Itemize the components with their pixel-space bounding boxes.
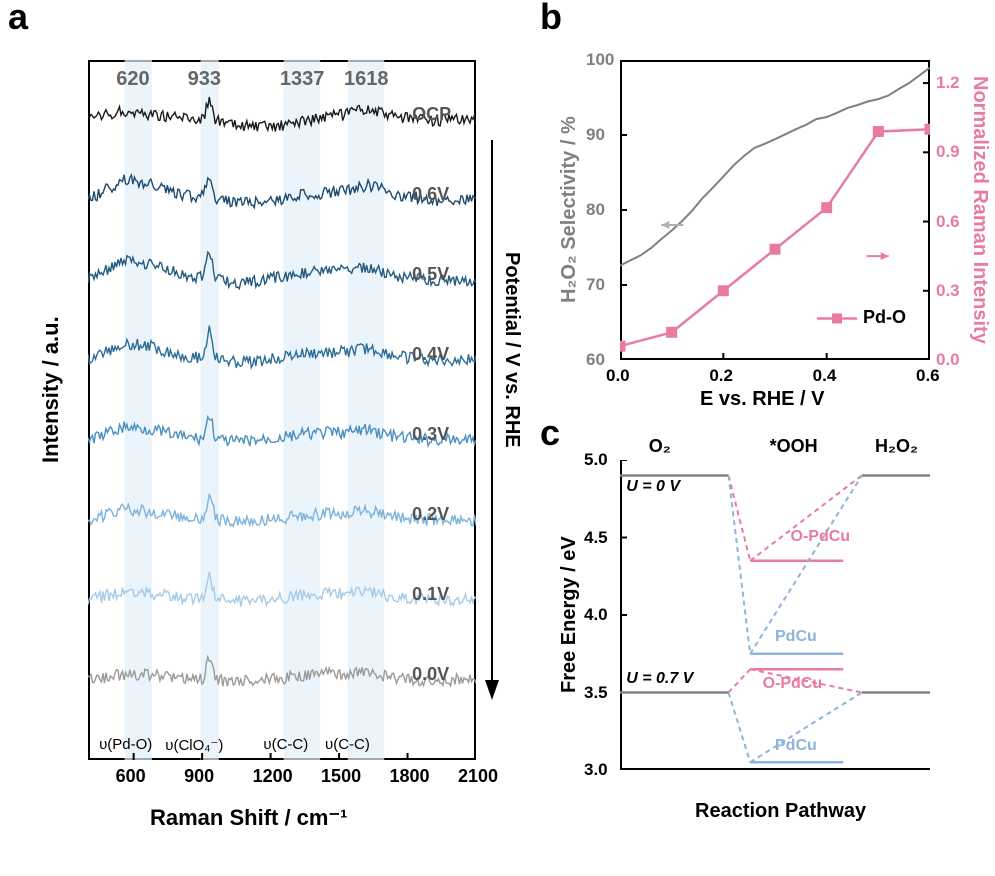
panel-a-spectrum-label: 0.4V (412, 344, 449, 365)
panel-b-yltick: 80 (586, 200, 605, 220)
panel-a-mode-label: υ(C-C) (325, 736, 370, 753)
panel-b-yrtick: 1.2 (936, 73, 960, 93)
panel-b-yright-label: Normalized Raman Intensity (968, 60, 991, 360)
panel-b-yrtick: 0.0 (936, 350, 960, 370)
panel-c-annotation: U = 0 V (626, 478, 680, 496)
panel-c-annotation: O-PdCu (763, 675, 823, 693)
figure-root: a b c Intensity / a.u. Raman Shift / cm⁻… (0, 0, 995, 876)
panel-a-peak-label: 1618 (344, 68, 389, 91)
panel-b-yleft-label: H₂O₂ Selectivity / % (558, 90, 581, 330)
panel-b-yltick: 90 (586, 125, 605, 145)
panel-c-step-label: H₂O₂ (875, 436, 918, 457)
panel-b-yrtick: 0.6 (936, 212, 960, 232)
panel-a-mode-label: υ(ClO₄⁻) (165, 736, 223, 754)
panel-b-xtick: 0.0 (606, 366, 630, 386)
panel-c-step-label: *OOH (770, 436, 818, 457)
panel-b-yltick: 100 (586, 50, 614, 70)
panel-b-yltick: 60 (586, 350, 605, 370)
panel-a-mode-label: υ(C-C) (263, 736, 308, 753)
panel-b-xtick: 0.2 (709, 366, 733, 386)
panel-c-ytick: 3.0 (584, 760, 608, 780)
panel-c-annotation: PdCu (775, 628, 817, 646)
panel-c-label: c (540, 412, 560, 454)
panel-c-annotation: PdCu (775, 737, 817, 755)
panel-a-right-label: Potential / V vs. RHE (500, 160, 523, 540)
panel-a-spectrum-label: 0.1V (412, 584, 449, 605)
panel-a-xtick: 2100 (458, 766, 498, 787)
panel-c-annotation: O-PdCu (791, 528, 851, 546)
panel-c-plot (620, 460, 930, 770)
panel-a-spectrum-label: 0.3V (412, 424, 449, 445)
panel-a-label: a (8, 0, 28, 38)
panel-a-xtick: 900 (184, 766, 214, 787)
panel-c-ylabel: Free Energy / eV (558, 500, 581, 730)
panel-b-xlabel: E vs. RHE / V (700, 388, 825, 411)
panel-b-legend: Pd-O (863, 307, 906, 328)
panel-a-xtick: 1800 (390, 766, 430, 787)
panel-a-peak-label: 1337 (280, 68, 325, 91)
panel-b-yrtick: 0.9 (936, 142, 960, 162)
panel-c-ytick: 3.5 (584, 683, 608, 703)
panel-c-step-label: O₂ (649, 436, 671, 457)
panel-b-xtick: 0.4 (813, 366, 837, 386)
panel-b-yrtick: 0.3 (936, 281, 960, 301)
panel-c-xlabel: Reaction Pathway (695, 800, 866, 823)
panel-a-plot (88, 60, 476, 760)
panel-c-ytick: 4.0 (584, 605, 608, 625)
panel-b-yltick: 70 (586, 275, 605, 295)
panel-a-mode-label: υ(Pd-O) (99, 736, 152, 753)
panel-a-spectrum-label: 0.2V (412, 504, 449, 525)
panel-a-xtick: 1200 (253, 766, 293, 787)
panel-a-ylabel: Intensity / a.u. (38, 260, 64, 520)
panel-a-peak-label: 620 (116, 68, 149, 91)
panel-a-spectrum-label: 0.0V (412, 664, 449, 685)
panel-c-ytick: 4.5 (584, 528, 608, 548)
panel-b-label: b (540, 0, 562, 38)
panel-a-arrow-icon (485, 140, 499, 700)
panel-a-peak-label: 933 (188, 68, 221, 91)
panel-a-xtick: 600 (116, 766, 146, 787)
panel-a-xlabel: Raman Shift / cm⁻¹ (150, 805, 347, 831)
panel-a-spectrum-label: 0.6V (412, 184, 449, 205)
panel-a-spectrum-label: OCP (412, 104, 451, 125)
panel-a-xtick: 1500 (321, 766, 361, 787)
panel-a-spectrum-label: 0.5V (412, 264, 449, 285)
panel-c-annotation: U = 0.7 V (626, 670, 693, 688)
panel-c-ytick: 5.0 (584, 450, 608, 470)
